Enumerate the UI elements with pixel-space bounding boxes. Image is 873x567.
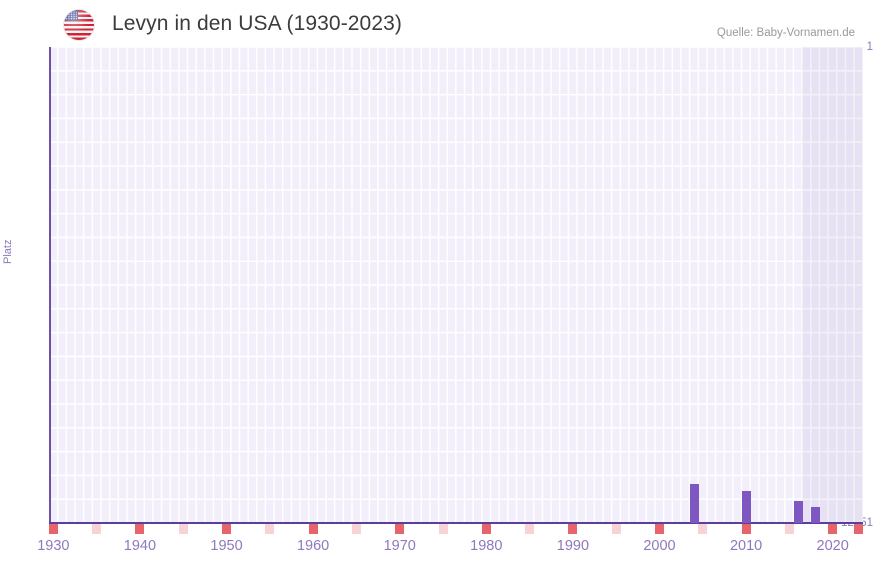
x-axis-tick-label: 1940 — [123, 538, 157, 554]
page-title: Levyn in den USA (1930-2023) — [112, 12, 402, 35]
tick-marker-major — [395, 524, 405, 534]
plot-area — [49, 47, 863, 523]
shaded-future-region — [802, 47, 863, 523]
tick-marker-minor — [525, 524, 535, 534]
usa-flag-icon — [64, 10, 94, 40]
flag-gloss — [64, 10, 94, 40]
flag-canton — [64, 10, 78, 21]
tick-marker-major — [568, 524, 578, 534]
tick-marker-minor — [438, 524, 448, 534]
x-axis-line — [49, 522, 863, 524]
tick-marker-minor — [611, 524, 621, 534]
x-axis-tick-label: 1930 — [37, 538, 70, 554]
tick-marker-major — [655, 524, 664, 534]
x-axis-tick-label: 2000 — [643, 538, 676, 554]
tick-marker-minor — [178, 524, 188, 534]
x-axis-tick-label: 1970 — [383, 538, 416, 554]
x-axis-tick-label: 2020 — [816, 538, 849, 554]
tick-marker-major — [222, 524, 232, 534]
tick-marker-minor — [784, 524, 794, 534]
x-axis-tick-label: 1950 — [210, 538, 243, 554]
bar — [689, 483, 699, 523]
y-axis-tick-top: 1 — [866, 41, 873, 53]
bar-series — [49, 47, 863, 523]
tick-marker-minor — [92, 524, 102, 534]
tick-marker-major — [854, 524, 864, 534]
bar — [741, 491, 751, 523]
y-axis-title: Platz — [2, 239, 14, 264]
tick-marker-major — [48, 524, 58, 534]
tick-marker-major — [481, 524, 491, 534]
tick-marker-minor — [351, 524, 361, 534]
bar — [810, 507, 820, 523]
grid-lines — [49, 47, 863, 523]
y-axis-line — [49, 47, 51, 524]
tick-marker-major — [308, 524, 318, 534]
x-axis-labels: 1930 1940 1950 1960 1970 1980 1990 2000 2010 2020 — [37, 538, 863, 564]
x-axis-tick-label: 1980 — [470, 538, 503, 554]
tick-marker-minor — [265, 524, 275, 534]
x-axis-tick-label: 2010 — [729, 538, 763, 554]
tick-marker-minor — [698, 524, 708, 534]
x-axis-tick-label: 1990 — [556, 538, 590, 554]
chart-header: Levyn in den USA (1930-2023) Quelle: Bab… — [0, 0, 873, 47]
tick-marker-major — [828, 524, 838, 534]
tick-marker-major — [135, 524, 145, 534]
bar — [793, 500, 803, 523]
source-attribution: Quelle: Baby-Vornamen.de — [716, 27, 855, 39]
x-axis-tick-markers — [48, 524, 864, 534]
tick-marker-major — [741, 524, 751, 534]
x-axis-tick-label: 1960 — [296, 538, 330, 554]
